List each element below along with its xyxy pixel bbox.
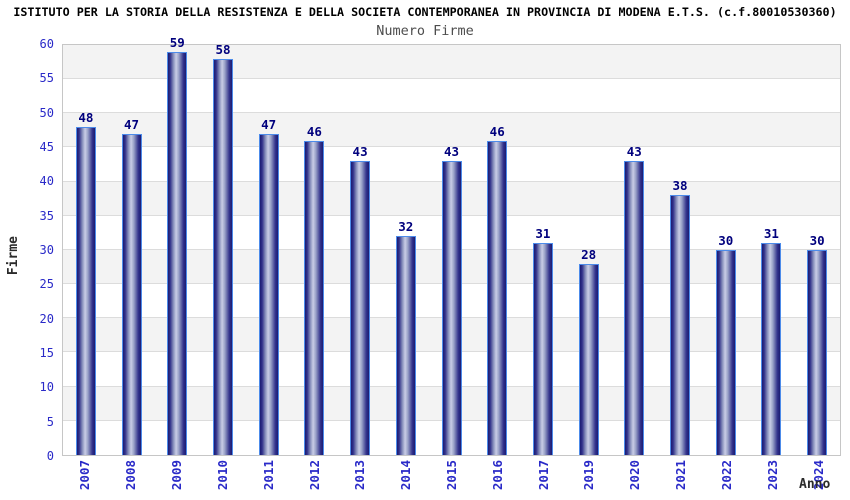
chart-subtitle: Numero Firme — [376, 23, 474, 39]
bar-2010 — [212, 58, 233, 455]
bar-value-label: 30 — [718, 233, 734, 248]
bar-value-label: 43 — [352, 144, 368, 160]
x-tick-label: 2009 — [169, 460, 185, 491]
y-tick-label: 0 — [46, 449, 54, 463]
bar-2024 — [807, 250, 828, 455]
bar-value-label: 46 — [489, 123, 505, 139]
plot-band — [63, 79, 840, 114]
x-axis-ticks: 2007 2008 2009 2010 2011 2012 2013 2014 2015 2016… — [62, 458, 841, 500]
x-tick-label: 2021 — [673, 460, 689, 491]
plot-band — [63, 45, 840, 80]
y-axis-ticks: 0 5 10 15 20 25 30 35 40 45 50 55 60 — [0, 37, 54, 463]
x-tick: 2021 — [673, 460, 689, 490]
y-tick-label: 20 — [39, 311, 54, 326]
bar-2016 — [487, 140, 508, 455]
bar-2022 — [715, 250, 736, 455]
x-tick: 2013 — [352, 460, 368, 490]
x-tick: 2022 — [718, 460, 734, 490]
plot-area: 48 47 59 58 47 46 43 32 43 46 31 28 43 38 30 31 30 — [62, 35, 841, 456]
bar-value-label: 47 — [124, 116, 140, 132]
y-tick-label: 25 — [39, 277, 54, 292]
x-tick-label: 2022 — [718, 460, 734, 491]
x-tick-label: 2007 — [77, 460, 93, 491]
bar-2019 — [578, 263, 599, 455]
x-tick-label: 2016 — [489, 460, 505, 491]
y-tick-label: 5 — [46, 414, 54, 429]
x-tick: 2008 — [123, 460, 139, 490]
bar-2023 — [761, 243, 782, 455]
bar-value-label: 30 — [809, 233, 825, 248]
x-tick: 2020 — [627, 460, 643, 490]
y-tick-label: 55 — [39, 71, 54, 86]
bar-value-label: 31 — [763, 226, 779, 242]
x-tick: 2016 — [489, 460, 505, 490]
bar-2007 — [75, 127, 96, 455]
bar-2015 — [441, 161, 462, 455]
bar-value-label: 43 — [626, 144, 642, 160]
bar-value-label: 47 — [261, 116, 277, 132]
y-tick-label: 15 — [39, 346, 54, 360]
x-tick: 2009 — [169, 460, 185, 490]
bar-value-label: 59 — [169, 34, 185, 50]
bar-value-label: 48 — [78, 110, 94, 125]
y-tick-label: 10 — [39, 380, 54, 395]
chart-title: ISTITUTO PER LA STORIA DELLA RESISTENZA … — [13, 5, 837, 19]
x-tick-label: 2012 — [306, 460, 322, 491]
bar-2008 — [121, 133, 142, 455]
x-tick-label: 2010 — [214, 460, 230, 491]
bar-2017 — [532, 243, 553, 455]
bar-value-label: 28 — [581, 246, 597, 262]
x-tick-label: 2023 — [764, 460, 780, 491]
bar-2020 — [624, 161, 645, 455]
bar-value-label: 58 — [215, 41, 231, 57]
y-tick-label: 40 — [39, 174, 54, 189]
x-tick: 2017 — [535, 460, 551, 490]
bar-value-label: 32 — [398, 219, 414, 235]
x-tick: 2012 — [306, 460, 322, 490]
bar-2012 — [304, 140, 325, 455]
y-tick-label: 35 — [39, 208, 54, 223]
x-tick: 2011 — [260, 460, 276, 490]
y-tick-label: 45 — [39, 140, 54, 154]
bar-2021 — [670, 195, 691, 455]
bar-2013 — [350, 161, 371, 455]
y-tick-label: 30 — [39, 243, 54, 257]
x-tick-label: 2017 — [535, 460, 551, 491]
x-tick: 2010 — [214, 460, 230, 490]
bar-2011 — [258, 133, 279, 455]
x-tick: 2019 — [581, 460, 597, 490]
bar-value-label: 31 — [535, 226, 551, 242]
bar-2014 — [395, 236, 416, 455]
y-tick-label: 60 — [39, 37, 54, 51]
x-tick-label: 2020 — [627, 460, 643, 491]
bar-value-label: 46 — [306, 123, 322, 139]
x-tick: 2023 — [764, 460, 780, 490]
x-tick-label: 2019 — [581, 460, 597, 491]
x-axis-title: Anno — [799, 477, 831, 492]
x-tick: 2007 — [77, 460, 93, 490]
bar-value-label: 38 — [672, 178, 688, 194]
x-tick: 2015 — [444, 460, 460, 490]
x-tick: 2014 — [398, 460, 414, 490]
x-tick-label: 2013 — [352, 460, 368, 491]
y-tick-label: 50 — [39, 105, 54, 120]
plot-band — [63, 113, 840, 148]
x-tick-label: 2008 — [123, 460, 139, 491]
bar-2009 — [167, 51, 188, 455]
x-tick-label: 2014 — [398, 460, 414, 491]
x-tick-label: 2015 — [444, 460, 459, 491]
bar-value-label: 43 — [443, 144, 460, 160]
x-tick-label: 2011 — [260, 460, 276, 491]
